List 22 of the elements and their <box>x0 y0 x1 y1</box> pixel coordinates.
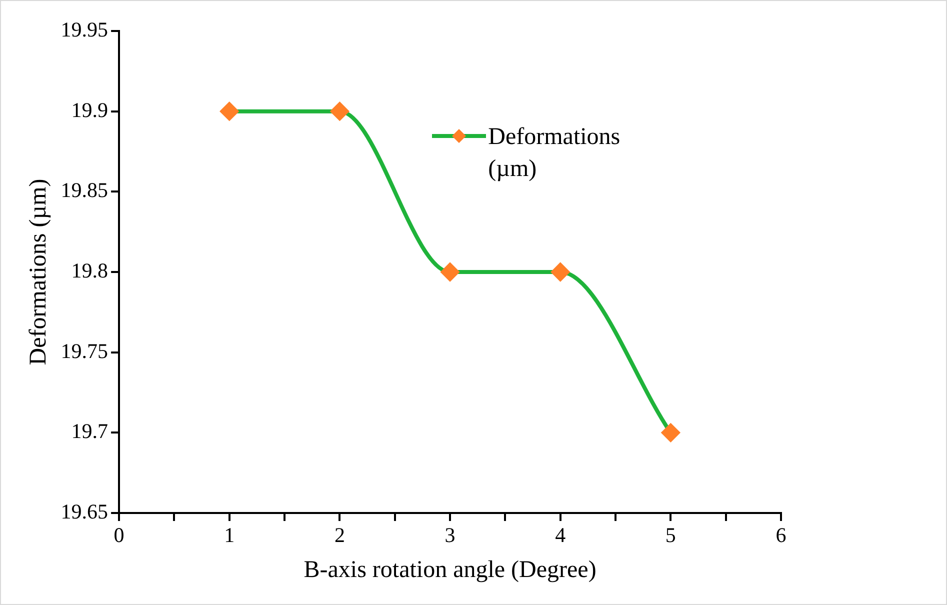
point <box>441 263 460 281</box>
y-tick-label: 19.75 <box>60 338 108 363</box>
y-axis-title: Deformations (µm) <box>26 178 52 366</box>
x-tick-label: 4 <box>555 523 566 548</box>
y-tick-label: 19.9 <box>71 98 108 122</box>
point <box>330 102 349 120</box>
y-tick-label: 19.85 <box>60 178 108 202</box>
x-axis-title: B-axis rotation angle (Degree) <box>304 556 596 583</box>
x-tick-label: 0 <box>114 523 124 548</box>
y-tick-label: 19.7 <box>71 419 108 444</box>
x-tick-label: 5 <box>665 523 676 548</box>
x-tick-label: 1 <box>224 523 235 548</box>
y-tick-label: 19.8 <box>71 258 108 283</box>
x-tick-label: 3 <box>444 523 456 548</box>
legend-label: Deformations (µm) <box>488 123 622 184</box>
x-tick-label: 2 <box>334 523 345 548</box>
point <box>551 263 570 281</box>
x-tick-label: 6 <box>776 523 786 548</box>
y-tick-label: 19.65 <box>60 500 108 524</box>
y-tick-label: 19.95 <box>60 18 108 42</box>
point <box>220 102 238 120</box>
point <box>662 424 680 442</box>
